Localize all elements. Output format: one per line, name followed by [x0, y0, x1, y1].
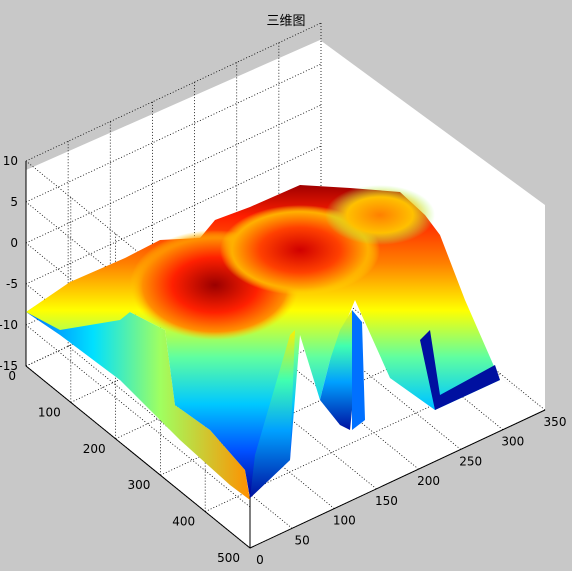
tick-labels: 0501001502002503003500100200300400500-15… [0, 154, 566, 567]
grid-line [25, 22, 322, 162]
surface-peak-back [325, 185, 435, 245]
y-tick-label: 200 [83, 442, 106, 456]
x-tick-label: 0 [256, 553, 264, 567]
y-tick-label: 100 [38, 405, 61, 419]
y-tick-label: 400 [172, 515, 195, 529]
y-axis-line [25, 365, 251, 549]
z-tick-label: -15 [0, 359, 18, 373]
x-axis-line [249, 409, 546, 549]
surface-plot [26, 185, 500, 500]
z-tick-label: -10 [0, 318, 18, 332]
x-tick-label: 100 [333, 514, 356, 528]
y-tick-label: 0 [8, 369, 16, 383]
z-tick-label: -5 [6, 277, 18, 291]
grid-line [25, 104, 322, 244]
x-tick-label: 150 [375, 494, 398, 508]
y-tick-label: 300 [127, 478, 150, 492]
z-tick-label: 10 [3, 154, 18, 168]
grid-line [25, 324, 251, 508]
surface-slab-4 [420, 330, 500, 410]
grid-line [25, 145, 322, 285]
x-tick-label: 250 [459, 454, 482, 468]
x-tick-label: 300 [501, 435, 524, 449]
grid-line [25, 63, 322, 203]
y-tick-label: 500 [217, 551, 240, 565]
x-tick-label: 200 [417, 474, 440, 488]
surface-slab-1 [250, 330, 295, 498]
x-tick-label: 50 [295, 533, 310, 547]
z-tick-label: 5 [10, 195, 18, 209]
surface-slab-3 [352, 310, 365, 430]
chart-title: 三维图 [266, 14, 305, 29]
z-tick-label: 0 [10, 236, 18, 250]
surface-slab-2 [320, 310, 355, 430]
x-tick-label: 350 [544, 415, 567, 429]
